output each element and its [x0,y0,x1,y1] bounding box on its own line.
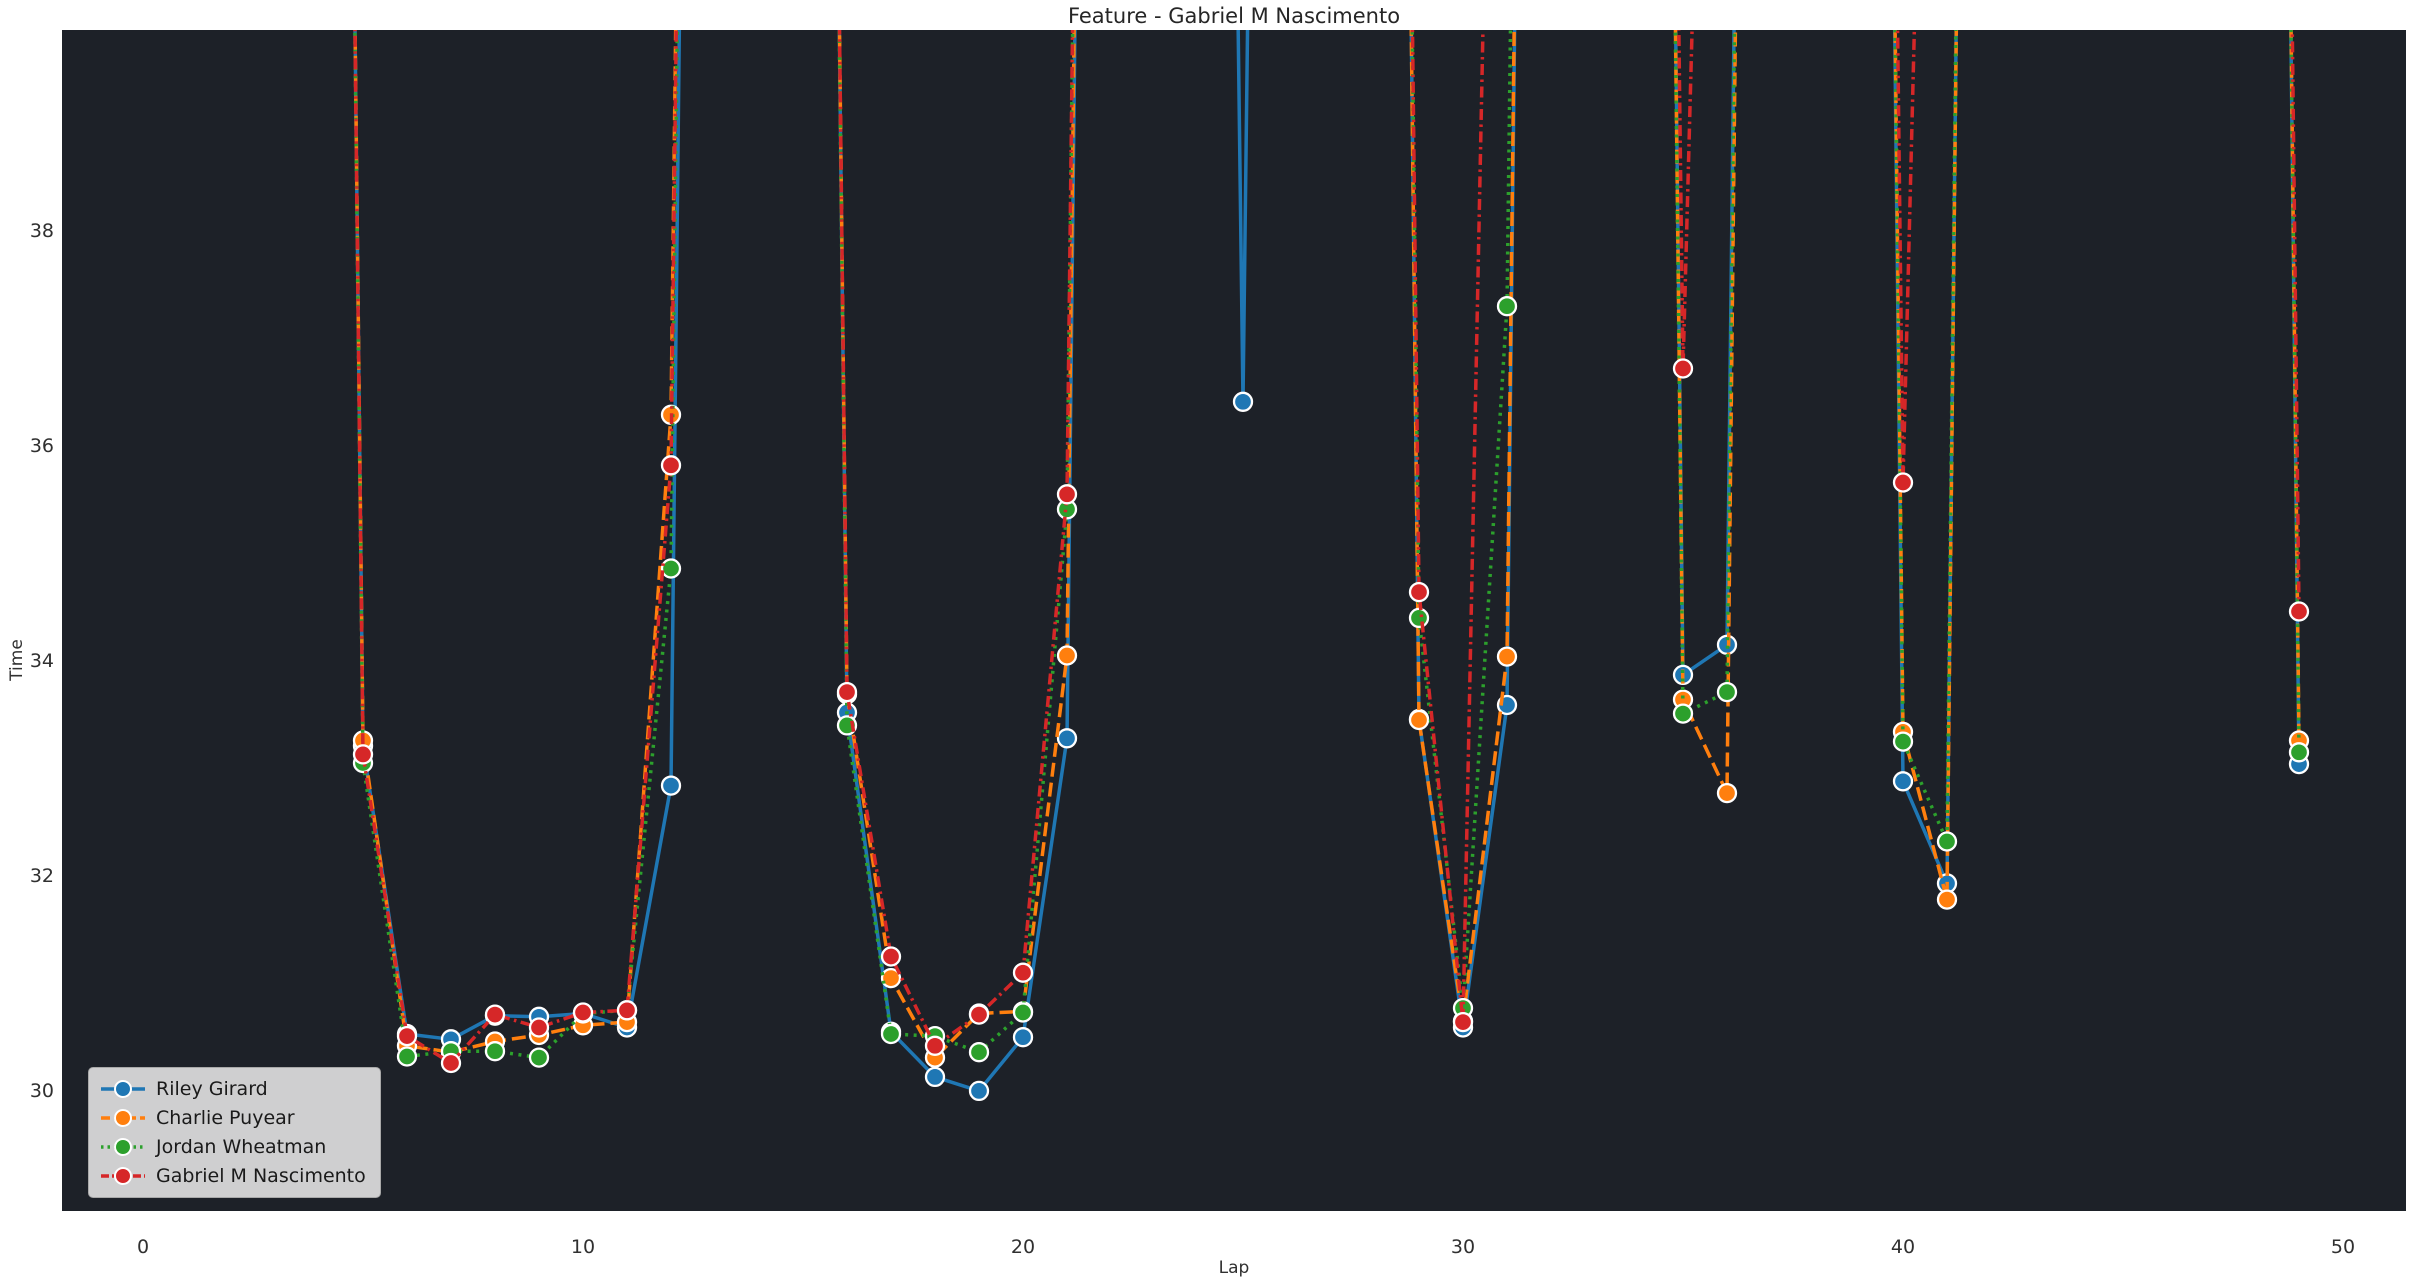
data-point-gabriel-m-nascimento-lap-8 [484,1004,506,1025]
series-line-riley-girard [353,30,2301,1093]
series-charlie-puyear [352,30,2310,1068]
legend-line-sample-charlie-puyear [101,1109,145,1127]
data-point-jordan-wheatman-lap-49 [2288,742,2310,763]
data-point-charlie-puyear-lap-41 [1936,889,1958,910]
legend-label-jordan-wheatman: Jordan Wheatman [156,1136,327,1158]
data-point-jordan-wheatman-lap-9 [528,1047,550,1068]
data-point-charlie-puyear-lap-17 [880,967,902,989]
data-point-jordan-wheatman-lap-41 [1936,831,1958,852]
data-point-jordan-wheatman-lap-29 [1408,607,1430,629]
legend-marker-jordan-wheatman [114,1138,132,1156]
data-point-riley-girard-lap-40 [1892,771,1914,792]
data-point-jordan-wheatman-lap-31 [1496,296,1518,317]
data-point-jordan-wheatman-lap-12 [660,558,682,579]
legend-line-sample-riley-girard [101,1080,145,1098]
data-point-charlie-puyear-lap-29 [1408,709,1430,731]
data-point-riley-girard-lap-20 [1012,1027,1034,1048]
series-line-charlie-puyear [353,30,2301,1060]
plot-area: Riley Girard Charlie Puyear Jordan Wheatma… [62,30,2406,1211]
legend-label-riley-girard: Riley Girard [156,1078,268,1100]
y-tick-34: 34 [29,650,54,672]
data-point-gabriel-m-nascimento-lap-7 [440,1052,462,1074]
data-point-gabriel-m-nascimento-lap-9 [528,1017,550,1038]
data-point-gabriel-m-nascimento-lap-20 [1012,962,1034,983]
series-jordan-wheatman [352,30,2310,1068]
data-point-jordan-wheatman-lap-36 [1716,681,1738,703]
y-tick-30: 30 [29,1080,54,1102]
chart-title: Feature - Gabriel M Nascimento [1067,4,1401,28]
data-point-gabriel-m-nascimento-lap-40 [1892,472,1914,493]
series-line-gabriel-m-nascimento [353,30,2301,1065]
data-point-riley-girard-lap-18 [924,1066,946,1088]
data-point-jordan-wheatman-lap-6 [396,1046,418,1067]
legend-line-sample-gabriel-m-nascimento [101,1167,145,1185]
y-axis-label: Time [7,639,27,681]
data-point-riley-girard-lap-25 [1232,391,1254,412]
data-point-gabriel-m-nascimento-lap-49 [2288,601,2310,622]
data-point-gabriel-m-nascimento-lap-35 [1672,358,1694,379]
legend-marker-charlie-puyear [114,1109,132,1127]
data-point-gabriel-m-nascimento-lap-19 [968,1004,990,1025]
data-point-jordan-wheatman-lap-16 [836,715,858,736]
legend-label-charlie-puyear: Charlie Puyear [156,1107,295,1129]
data-point-gabriel-m-nascimento-lap-6 [396,1025,418,1047]
data-point-gabriel-m-nascimento-lap-21 [1056,484,1078,505]
data-point-gabriel-m-nascimento-lap-30 [1452,1011,1474,1033]
lap-time-line-chart [352,30,2310,1102]
data-point-charlie-puyear-lap-21 [1056,645,1078,666]
data-point-gabriel-m-nascimento-lap-5 [352,744,374,765]
data-point-jordan-wheatman-lap-40 [1892,731,1914,752]
data-point-jordan-wheatman-lap-20 [1012,1002,1034,1023]
series-gabriel-m-nascimento [352,30,2310,1074]
x-tick-30: 30 [1450,1236,1476,1258]
data-point-gabriel-m-nascimento-lap-11 [616,1000,638,1021]
y-tick-32: 32 [29,865,54,887]
x-tick-40: 40 [1890,1236,1916,1258]
legend-item-gabriel-m-nascimento: Gabriel M Nascimento [99,1163,366,1189]
data-point-gabriel-m-nascimento-lap-18 [924,1035,946,1056]
data-point-gabriel-m-nascimento-lap-16 [836,681,858,703]
data-point-jordan-wheatman-lap-35 [1672,703,1694,724]
data-point-jordan-wheatman-lap-19 [968,1042,990,1063]
data-point-jordan-wheatman-lap-8 [484,1041,506,1062]
x-tick-10: 10 [570,1236,596,1258]
legend-item-riley-girard: Riley Girard [99,1076,366,1102]
y-tick-36: 36 [29,435,54,457]
data-point-riley-girard-lap-12 [660,775,682,796]
data-point-charlie-puyear-lap-36 [1716,782,1738,804]
legend-item-charlie-puyear: Charlie Puyear [99,1105,366,1131]
legend-label-gabriel-m-nascimento: Gabriel M Nascimento [156,1165,366,1187]
x-axis-label: Lap [1218,1258,1250,1278]
x-tick-0: 0 [136,1236,150,1258]
data-point-gabriel-m-nascimento-lap-29 [1408,581,1430,603]
data-point-gabriel-m-nascimento-lap-12 [660,455,682,476]
legend-line-sample-jordan-wheatman [101,1138,145,1156]
x-tick-50: 50 [2330,1236,2356,1258]
legend: Riley Girard Charlie Puyear Jordan Wheatma… [88,1067,381,1198]
legend-marker-gabriel-m-nascimento [114,1167,132,1185]
data-point-riley-girard-lap-19 [968,1080,990,1102]
legend-marker-riley-girard [114,1080,132,1098]
legend-item-jordan-wheatman: Jordan Wheatman [99,1134,366,1160]
series-line-jordan-wheatman [353,30,2301,1060]
data-point-jordan-wheatman-lap-17 [880,1023,902,1045]
x-tick-20: 20 [1010,1236,1036,1258]
data-point-gabriel-m-nascimento-lap-10 [572,1002,594,1023]
y-tick-38: 38 [29,220,54,242]
data-point-gabriel-m-nascimento-lap-17 [880,946,902,967]
data-point-charlie-puyear-lap-31 [1496,646,1518,667]
series-riley-girard [352,30,2310,1102]
data-point-riley-girard-lap-21 [1056,728,1078,749]
